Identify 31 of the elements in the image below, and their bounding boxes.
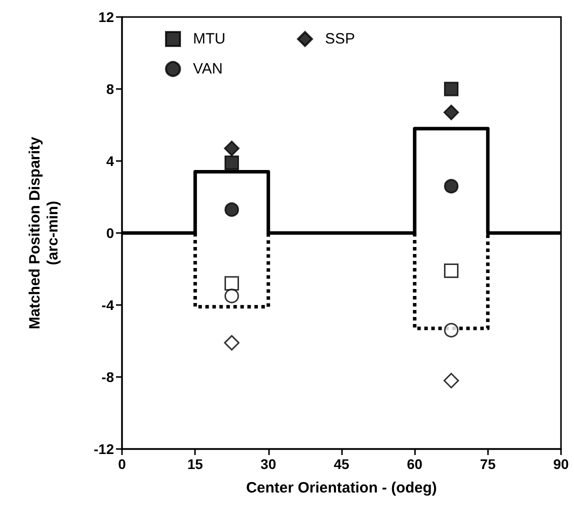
x-tick-label: 15 [187,456,204,472]
point [444,178,458,194]
point [224,140,240,156]
point [444,104,459,120]
x-tick-label: 30 [260,456,276,472]
legend-label: MTU [193,30,226,48]
x-axis-title: Center Orientation - (odeg) [246,480,437,496]
point [224,202,239,217]
y-tick-label: 12 [98,9,114,25]
y-tick-label: 4 [106,153,114,169]
y-tick-label: -8 [102,369,114,385]
point [224,288,239,304]
x-tick-label: 45 [334,456,350,472]
point [224,156,239,170]
point [444,372,459,388]
point [444,264,458,278]
point [224,335,240,351]
y-tick-label: -4 [102,297,114,313]
point [444,82,458,96]
x-tick-label: 75 [480,456,496,472]
x-tick-label: 0 [118,456,126,472]
x-tick-label: 90 [553,456,569,472]
y-axis-title: Matched Position Disparity (arc-min) [26,136,62,330]
y-tick-label: 8 [106,81,114,97]
legend-label: SSP [325,30,356,48]
x-tick-label: 60 [406,456,423,472]
point [444,322,458,338]
y-tick-label: 0 [106,225,114,241]
y-tick-label: -12 [94,441,114,457]
point [224,276,239,291]
legend-label: VAN [193,60,223,78]
